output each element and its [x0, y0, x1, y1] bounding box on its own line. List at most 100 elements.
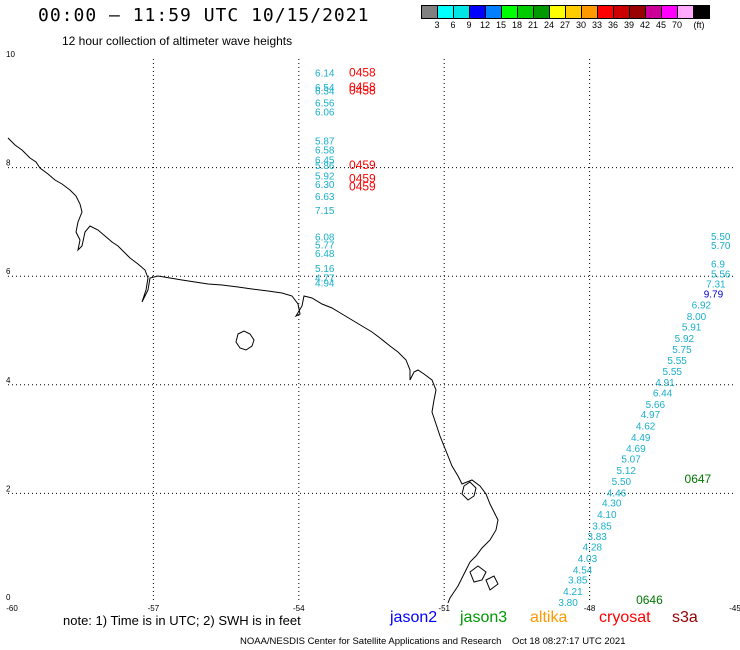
swh-value: 4.54	[573, 565, 593, 576]
swh-value: 6.63	[315, 192, 335, 203]
swh-value: 6.9	[711, 260, 725, 271]
color-scale-label: 45	[655, 20, 667, 30]
x-tick-label: -51	[438, 604, 450, 613]
swh-value: 4.10	[597, 510, 617, 521]
swh-value: 4.28	[583, 543, 603, 554]
track-a-labels: 6.14 6.546.346.566.06 5.876.586.455.865.92…	[315, 66, 376, 290]
swh-value: 6.58	[315, 146, 335, 157]
mission-jason2: jason2	[390, 609, 438, 626]
swh-value: 5.87	[315, 136, 335, 147]
swh-value: 6.06	[315, 108, 335, 119]
x-tick-label: -48	[584, 604, 596, 613]
y-tick-label: 4	[6, 376, 11, 385]
swh-value: 5.92	[675, 334, 695, 345]
swh-value: 6.34	[315, 86, 335, 97]
map-title: 00:00 – 11:59 UTC 10/15/2021	[38, 5, 370, 26]
y-tick-label: 6	[6, 267, 11, 276]
y-tick-label: 10	[6, 50, 15, 59]
color-scale-label: 36	[607, 20, 619, 30]
color-scale-swatches	[421, 5, 710, 19]
time-label: 0458	[349, 80, 376, 94]
swh-value: 5.55	[667, 356, 687, 367]
x-tick-label: -60	[6, 604, 18, 613]
swh-value: 3.85	[592, 521, 612, 532]
swh-value: 5.50	[612, 477, 632, 488]
swh-value: 5.75	[672, 345, 692, 356]
swh-value: 3.83	[587, 532, 607, 543]
swh-value: 6.92	[692, 300, 712, 311]
swh-value: 5.55	[663, 367, 683, 378]
swh-value: 4.62	[636, 422, 656, 433]
swh-value: 6.56	[315, 98, 335, 109]
track-b-labels: 5.505.706.95.567.319.796.928.005.915.925…	[558, 232, 731, 609]
mission-s3a: s3a	[672, 609, 698, 626]
swh-value: 6.54	[315, 83, 335, 94]
legend-note: note: 1) Time is in UTC; 2) SWH is in fe…	[63, 613, 301, 628]
swh-value: 9.79	[704, 290, 724, 301]
delta-islands	[461, 481, 499, 591]
swh-value: 4.94	[315, 279, 335, 290]
mission-altika: altika	[530, 609, 568, 626]
x-tick-label: -45	[729, 604, 740, 613]
color-scale-label: (ft)	[693, 20, 705, 30]
swh-value: 5.50	[711, 232, 731, 243]
swh-value: 4.21	[563, 587, 583, 598]
swh-value: 5.12	[616, 466, 636, 477]
y-tick-label: 2	[6, 484, 11, 493]
color-scale-label: 12	[479, 20, 491, 30]
mission-jason3: jason3	[460, 609, 508, 626]
swh-value: 4.46	[607, 488, 627, 499]
color-scale-label: 21	[527, 20, 539, 30]
swh-value: 6.14	[315, 69, 335, 80]
swh-value: 6.08	[315, 233, 335, 244]
swh-value: 5.91	[682, 323, 702, 334]
swh-value: 6.48	[315, 249, 335, 260]
swh-value: 4.91	[655, 378, 675, 389]
time-label: 0459	[349, 158, 376, 172]
swh-value: 3.85	[568, 576, 588, 587]
time-label: 0458	[349, 66, 376, 80]
color-scale-label: 27	[559, 20, 571, 30]
time-label: 0458	[349, 83, 376, 97]
footer: NOAA/NESDIS Center for Satellite Applica…	[240, 636, 626, 647]
color-scale-label: 33	[591, 20, 603, 30]
footer-credit: NOAA/NESDIS Center for Satellite Applica…	[240, 636, 502, 647]
axis-tick-labels: -60 -57 -54 -51 -48 -45 0 2 4 6 8 10	[6, 50, 740, 613]
swh-value: 4.69	[626, 444, 646, 455]
x-tick-label: -57	[148, 604, 160, 613]
color-scale-label: 6	[450, 20, 456, 30]
swh-value: 6.44	[653, 388, 673, 399]
color-scale-label: 3	[434, 20, 440, 30]
color-scale-legend: 3 6 9 12 15 18 21 24 27 30 33 36 39 42 45 70 (ft)	[421, 5, 710, 30]
swh-value: 4.97	[641, 410, 661, 421]
swh-value: 5.16	[315, 264, 335, 275]
y-tick-label: 0	[6, 593, 11, 602]
swh-value: 4.30	[602, 499, 622, 510]
time-label: 0459	[349, 171, 376, 185]
time-label: 0646	[636, 593, 663, 607]
swh-value: 5.07	[621, 455, 641, 466]
footer-timestamp: Oct 18 08:27:17 UTC 2021	[511, 636, 626, 647]
swh-value: 5.66	[646, 400, 666, 411]
swh-value: 5.92	[315, 172, 335, 183]
swh-value: 7.31	[706, 279, 726, 290]
swh-value: 4.77	[315, 273, 335, 284]
time-label: 0647	[685, 472, 712, 486]
color-scale-label: 70	[671, 20, 683, 30]
swh-value: 5.86	[315, 161, 335, 172]
color-scale-label: 18	[511, 20, 523, 30]
mission-cryosat: cryosat	[599, 609, 651, 626]
swh-value: 7.15	[315, 206, 335, 217]
swh-value: 4.49	[631, 433, 651, 444]
color-scale-label: 30	[575, 20, 587, 30]
y-tick-label: 8	[6, 159, 11, 168]
time-label: 0459	[349, 180, 376, 194]
grid-lines	[8, 59, 735, 602]
swh-value: 4.03	[578, 554, 598, 565]
color-scale-label: 39	[623, 20, 635, 30]
swh-value: 5.56	[711, 269, 731, 280]
color-swatch	[693, 5, 710, 19]
color-scale-label: 42	[639, 20, 651, 30]
coastline	[7, 137, 499, 604]
